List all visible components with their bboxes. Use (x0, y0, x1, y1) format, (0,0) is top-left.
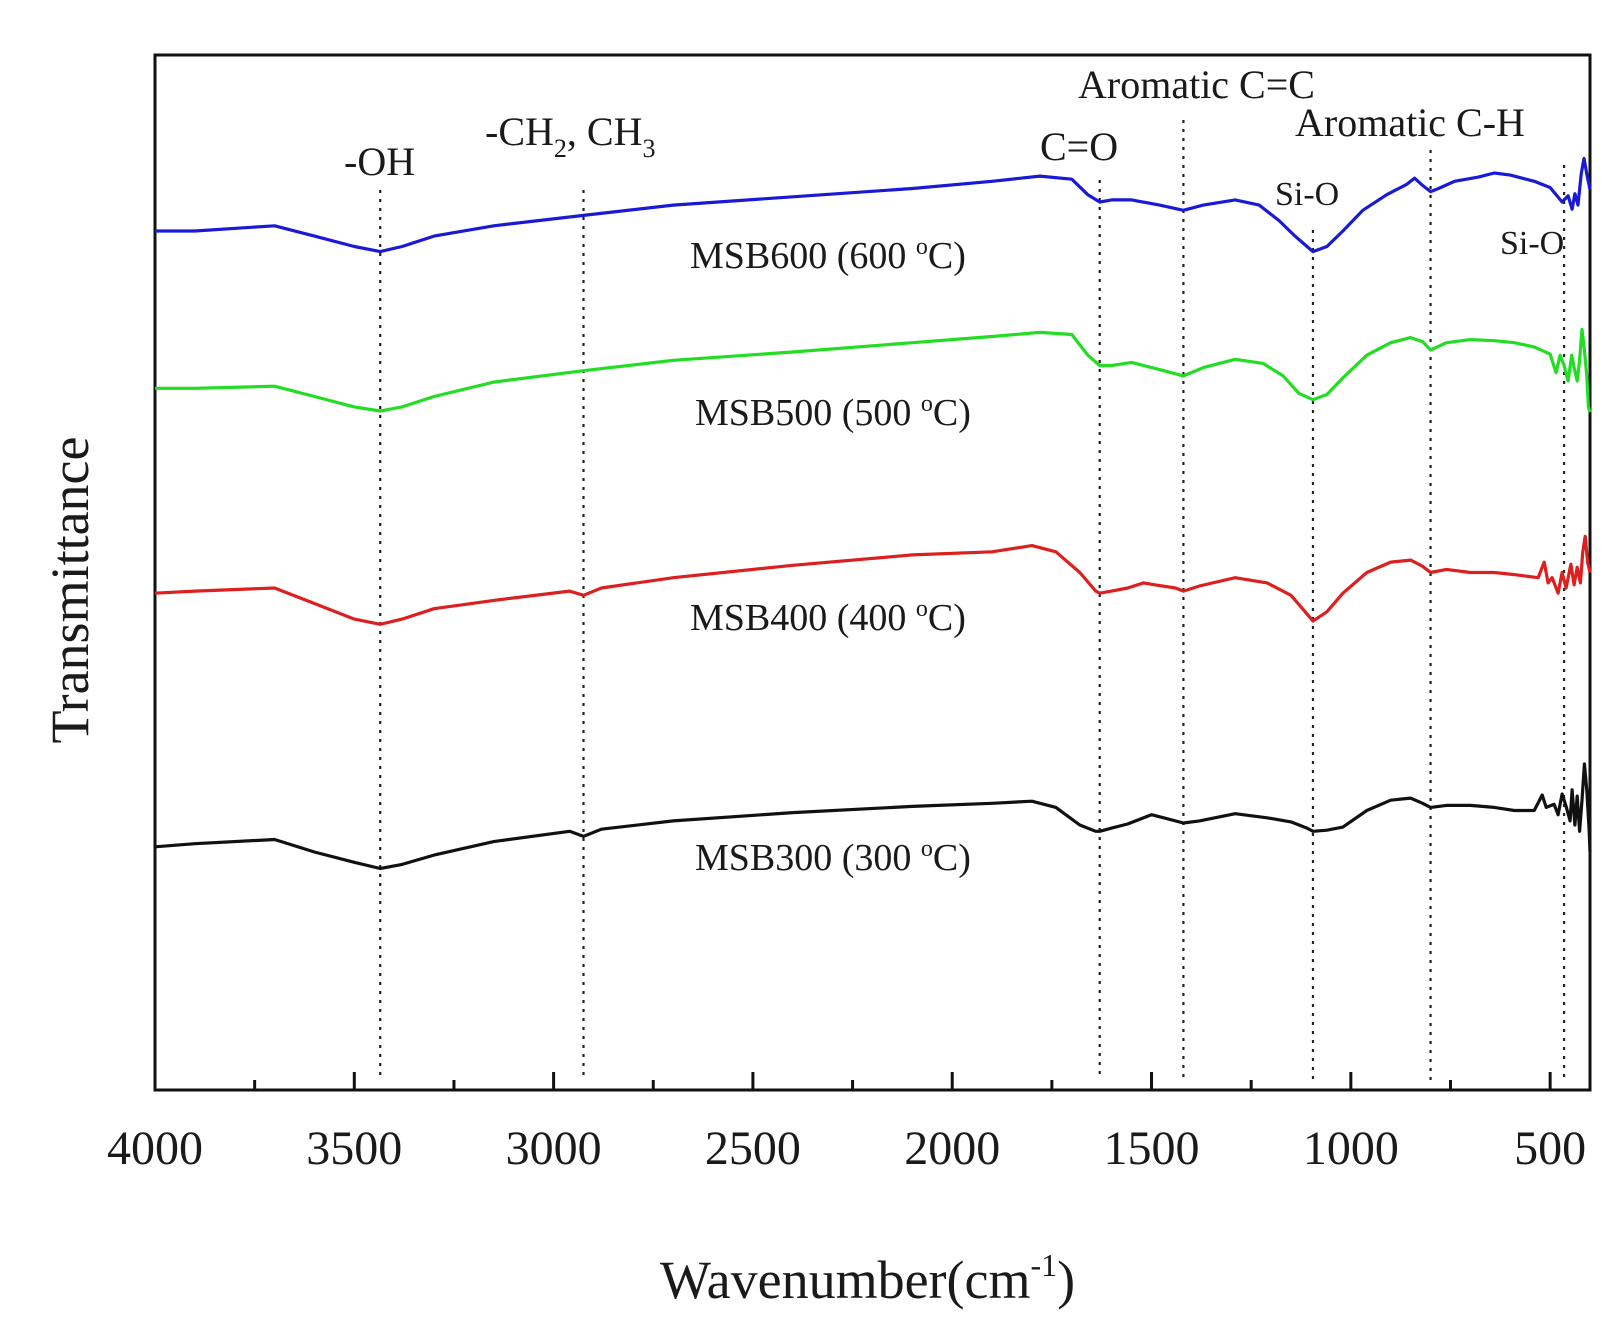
x-tick-label: 3000 (506, 1122, 602, 1175)
annotation-co: C=O (1040, 124, 1118, 169)
x-tick-label: 500 (1514, 1122, 1586, 1175)
series-label-msb300: MSB300 (300 oC) (695, 836, 971, 879)
series-line-msb400 (154, 534, 1592, 626)
x-tick-label: 3500 (306, 1122, 402, 1175)
x-axis-title: Wavenumber(cm-1) (660, 1247, 1075, 1310)
x-tick-label: 2000 (904, 1122, 1000, 1175)
annotation-aromatic-ch: Aromatic C-H (1295, 100, 1525, 145)
series-line-msb600 (155, 156, 1592, 254)
annotation-sio-2: Si-O (1500, 225, 1564, 262)
series-label-msb400: MSB400 (400 oC) (690, 596, 966, 639)
annotation-oh: -OH (344, 139, 415, 184)
x-tick-label: 2500 (705, 1122, 801, 1175)
annotation-ch2-ch3: -CH2, CH3 (485, 109, 655, 163)
x-axis: 4000 3500 3000 2500 2000 1500 1000 500 (107, 1072, 1586, 1175)
x-tick-label: 1000 (1303, 1122, 1399, 1175)
plot-frame (153, 53, 1592, 1092)
series-line-msb500 (155, 327, 1592, 413)
series-label-msb500: MSB500 (500 oC) (695, 391, 971, 434)
series-label-msb600: MSB600 (600 oC) (690, 234, 966, 277)
series-line-msb300 (154, 762, 1592, 871)
annotation-sio-1: Si-O (1275, 176, 1339, 213)
y-axis-title: Transmittance (40, 437, 100, 744)
x-tick-label: 1500 (1104, 1122, 1200, 1175)
x-tick-label: 4000 (107, 1122, 203, 1175)
annotation-aromatic-cc: Aromatic C=C (1078, 62, 1315, 107)
series-group (154, 156, 1592, 871)
reference-lines (379, 120, 1566, 1080)
